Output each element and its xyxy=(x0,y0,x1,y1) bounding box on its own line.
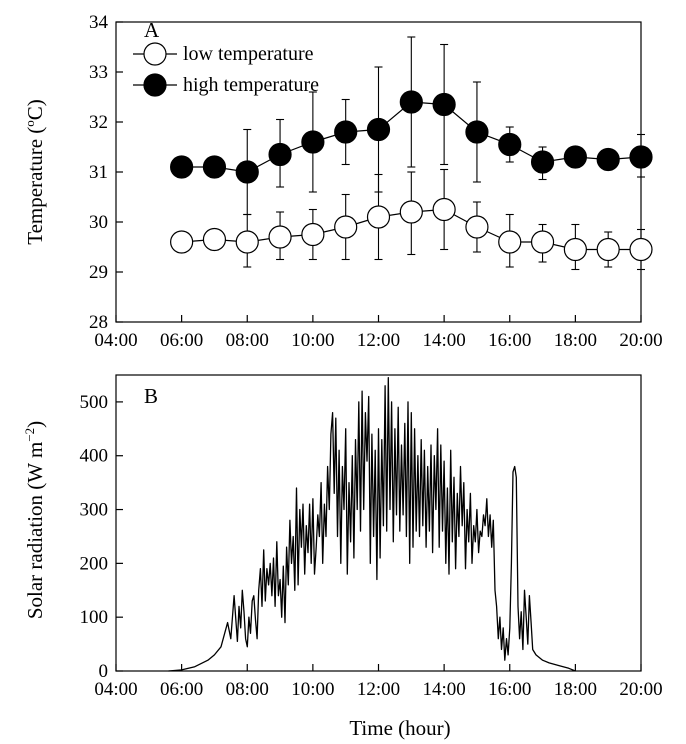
panel-a-ylabel-end: C) xyxy=(23,99,47,120)
panel-a-y-tick-label: 34 xyxy=(89,12,109,33)
panel-a-x-tick-label: 16:00 xyxy=(488,330,531,351)
panel-a-x-tick-label: 06:00 xyxy=(160,330,203,351)
panel-b-y-ticks: 0 100 200 300 400 500 xyxy=(80,392,123,682)
point-low xyxy=(399,200,423,224)
panel-b-x-tick-label: 12:00 xyxy=(357,679,400,700)
point-high xyxy=(563,145,587,169)
panel-a-x-ticks: 04:00 06:00 08:00 10:00 12:00 14:00 16:00 18:00… xyxy=(94,315,663,351)
panel-a: A 28 29 30 31 32 33 34 04:00 06:00 08:00 10:00 12:… xyxy=(22,12,663,351)
panel-b-x-tick-label: 06:00 xyxy=(160,679,203,700)
legend-label-low: low temperature xyxy=(183,43,314,65)
panel-b-ylabel-main: Solar radiation (W m xyxy=(23,442,47,620)
panel-a-points xyxy=(170,90,653,262)
panel-a-x-tick-label: 04:00 xyxy=(94,330,137,351)
point-high xyxy=(334,120,358,144)
point-high xyxy=(268,142,292,167)
point-high xyxy=(399,90,423,114)
panel-a-x-tick-label: 14:00 xyxy=(422,330,465,351)
point-low xyxy=(235,230,259,254)
point-low xyxy=(530,230,555,254)
point-low xyxy=(629,237,653,262)
panel-b-y-tick-label: 0 xyxy=(99,661,109,682)
panel-a-x-tick-label: 12:00 xyxy=(357,330,400,351)
panel-b-x-tick-label: 20:00 xyxy=(619,679,662,700)
panel-a-ylabel-main: Temperature ( xyxy=(23,127,47,245)
legend-label-high: high temperature xyxy=(183,74,319,96)
point-low xyxy=(596,237,620,262)
panel-a-y-tick-label: 30 xyxy=(89,212,108,233)
point-high xyxy=(465,120,489,144)
point-low xyxy=(268,225,292,249)
legend-marker-high xyxy=(143,73,167,97)
point-high xyxy=(629,145,653,169)
panel-b-ylabel-sup: −2 xyxy=(22,428,37,442)
point-high xyxy=(432,92,456,117)
panel-a-y-ticks: 28 29 30 31 32 33 34 xyxy=(89,12,123,333)
point-high xyxy=(366,117,391,142)
point-high xyxy=(498,132,522,157)
panel-a-y-tick-label: 29 xyxy=(89,262,108,283)
point-low xyxy=(202,227,227,252)
panel-b-x-tick-label: 04:00 xyxy=(94,679,137,700)
point-low xyxy=(366,205,391,229)
panel-b-letter: B xyxy=(144,384,158,408)
panel-a-x-tick-label: 10:00 xyxy=(291,330,334,351)
panel-b-ylabel-end: ) xyxy=(23,421,47,428)
panel-a-letter: A xyxy=(144,18,160,42)
panel-a-y-tick-label: 28 xyxy=(89,312,108,333)
panel-b: B 0 100 200 300 400 500 04:00 06:00 08:00 10:00 1… xyxy=(22,374,663,740)
point-high xyxy=(235,160,259,184)
point-low xyxy=(498,230,522,254)
panel-a-y-axis-label: Temperature (oC) xyxy=(22,99,47,245)
panel-a-y-tick-label: 33 xyxy=(89,62,108,83)
point-low xyxy=(301,222,325,247)
panel-b-x-tick-label: 10:00 xyxy=(291,679,334,700)
legend-marker-low xyxy=(143,42,167,66)
point-high xyxy=(596,147,620,172)
point-low xyxy=(170,230,194,254)
panel-b-x-tick-label: 16:00 xyxy=(488,679,531,700)
point-low xyxy=(432,197,456,222)
panel-a-error-bars xyxy=(243,36,645,271)
panel-b-y-tick-label: 500 xyxy=(80,392,109,413)
point-low xyxy=(334,215,358,239)
panel-b-frame xyxy=(115,374,642,672)
panel-b-x-tick-label: 18:00 xyxy=(554,679,597,700)
panel-b-y-tick-label: 100 xyxy=(80,607,109,628)
point-high xyxy=(530,150,555,174)
x-axis-label: Time (hour) xyxy=(349,716,450,740)
point-high xyxy=(301,130,325,154)
panel-b-y-axis-label: Solar radiation (W m−2) xyxy=(22,421,47,619)
panel-a-y-tick-label: 32 xyxy=(89,112,108,133)
panel-a-x-tick-label: 08:00 xyxy=(226,330,269,351)
panel-b-y-tick-label: 400 xyxy=(80,446,109,467)
panel-b-x-ticks: 04:00 06:00 08:00 10:00 12:00 14:00 16:00 18:00… xyxy=(94,664,663,700)
point-low xyxy=(465,215,489,239)
panel-b-x-tick-label: 08:00 xyxy=(226,679,269,700)
panel-a-legend: low temperature high temperature xyxy=(133,42,319,97)
point-low xyxy=(563,237,587,262)
panel-b-y-tick-label: 300 xyxy=(80,500,109,521)
solar-radiation-line xyxy=(168,377,576,672)
point-high xyxy=(170,155,194,179)
panel-a-y-tick-label: 31 xyxy=(89,162,108,183)
point-high xyxy=(202,155,227,179)
panel-b-y-tick-label: 200 xyxy=(80,553,109,574)
panel-a-x-tick-label: 20:00 xyxy=(619,330,662,351)
panel-a-x-tick-label: 18:00 xyxy=(554,330,597,351)
panel-b-x-tick-label: 14:00 xyxy=(422,679,465,700)
panel-a-ylabel-sup: o xyxy=(22,120,37,127)
